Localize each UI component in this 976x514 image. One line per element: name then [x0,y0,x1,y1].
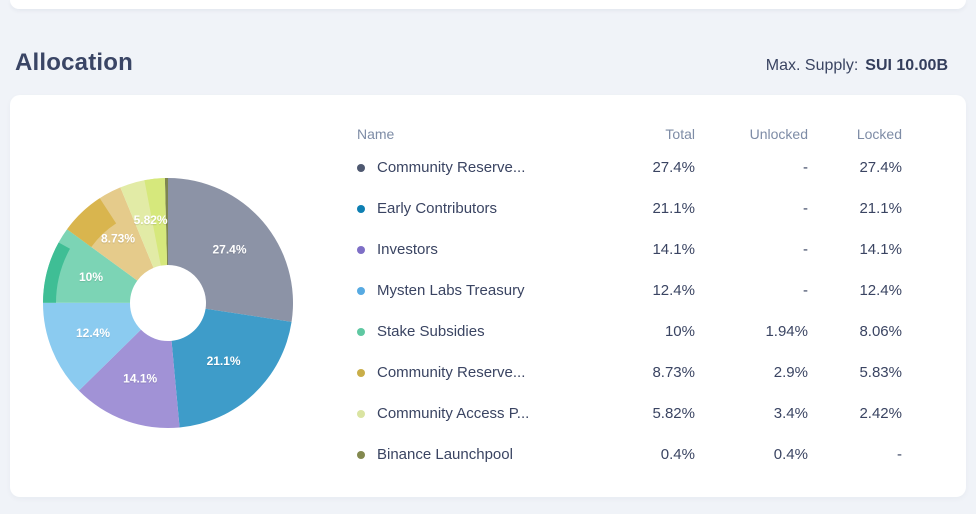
row-total: 8.73% [652,364,695,381]
donut-svg[interactable]: 27.4% 21.1% 14.1% 12.4% 10% 8.73% 5.82% [38,173,298,433]
row-name: Binance Launchpool [377,446,513,463]
row-unlocked: 0.4% [773,446,808,463]
pie-slice-mysten-labs-treasury[interactable] [42,302,141,391]
row-total: 10% [664,323,695,340]
row-total: 5.82% [652,405,695,422]
table-row: Community Reserve... 8.73% 2.9% 5.83% [357,352,902,393]
row-unlocked: 3.4% [773,405,808,422]
row-locked: 2.42% [859,405,902,422]
row-locked: 12.4% [859,282,902,299]
table-row: Early Contributors 21.1% - 21.1% [357,188,902,229]
series-color-dot [357,245,365,254]
top-card-edge [10,0,966,9]
row-unlocked: - [803,282,808,299]
series-color-dot [357,163,365,172]
row-unlocked: 2.9% [773,364,808,381]
table-header: Name Total Unlocked Locked [357,121,902,147]
row-name: Early Contributors [377,200,498,217]
col-header-total: Total [665,126,695,142]
row-total: 0.4% [660,446,695,463]
row-name: Community Access P... [377,405,530,422]
row-name: Stake Subsidies [377,323,485,340]
row-total: 12.4% [652,282,695,299]
pie-slice-overlay[interactable] [144,178,168,266]
row-locked: 21.1% [859,200,902,217]
series-color-dot [357,204,365,213]
pie-slice-label: 12.4% [76,326,110,340]
pie-slice-community-reserve[interactable] [168,178,294,322]
pie-slice-overlay[interactable] [43,242,70,303]
max-supply: Max. Supply: SUI 10.00B [766,57,948,75]
row-unlocked: 1.94% [765,323,808,340]
pie-slice-label: 14.1% [123,371,157,385]
pie-slice-investors[interactable] [78,329,180,428]
row-locked: 8.06% [859,323,902,340]
row-name: Mysten Labs Treasury [377,282,525,299]
table-row: Investors 14.1% - 14.1% [357,229,902,270]
col-header-name: Name [357,126,395,142]
pie-slice-label: 21.1% [207,354,241,368]
row-locked: - [897,446,902,463]
table-row: Mysten Labs Treasury 12.4% - 12.4% [357,270,902,311]
row-unlocked: - [803,200,808,217]
series-color-dot [357,368,365,377]
col-header-unlocked: Unlocked [749,126,808,142]
table-row: Community Reserve... 27.4% - 27.4% [357,147,902,188]
col-header-locked: Locked [856,126,902,142]
row-name: Investors [377,241,438,258]
table-row: Stake Subsidies 10% 1.94% 8.06% [357,311,902,352]
row-name: Community Reserve... [377,364,526,381]
row-unlocked: - [803,159,808,176]
row-locked: 27.4% [859,159,902,176]
series-color-dot [357,286,365,295]
table-row: Community Access P... 5.82% 3.4% 2.42% [357,393,902,434]
pie-slice-overlay[interactable] [67,198,117,247]
pie-slice-label: 8.73% [101,231,135,245]
series-color-dot [357,327,365,336]
page-title: Allocation [15,49,134,76]
pie-slice-label: 5.82% [134,213,168,227]
page-header: Allocation Max. Supply: SUI 10.00B [15,49,948,77]
allocation-table: Name Total Unlocked Locked Community Res… [357,121,902,475]
pie-slice-label: 10% [79,270,103,284]
allocation-card: 27.4% 21.1% 14.1% 12.4% 10% 8.73% 5.82% Name T… [10,95,966,497]
series-color-dot [357,409,365,418]
row-locked: 5.83% [859,364,902,381]
pie-slice-label: 27.4% [212,242,246,256]
row-total: 21.1% [652,200,695,217]
allocation-donut-chart[interactable]: 27.4% 21.1% 14.1% 12.4% 10% 8.73% 5.82% [38,173,298,433]
row-unlocked: - [803,241,808,258]
table-body: Community Reserve... 27.4% - 27.4% Early… [357,147,902,475]
pie-slice-early-contributors[interactable] [171,308,292,428]
row-total: 27.4% [652,159,695,176]
max-supply-value: SUI 10.00B [865,57,948,74]
series-color-dot [357,450,365,459]
pie-slice-binance-launchpool[interactable] [164,178,168,266]
row-locked: 14.1% [859,241,902,258]
max-supply-label: Max. Supply: [765,57,859,74]
row-name: Community Reserve... [377,159,526,176]
row-total: 14.1% [652,241,695,258]
table-row: Binance Launchpool 0.4% 0.4% - [357,434,902,475]
